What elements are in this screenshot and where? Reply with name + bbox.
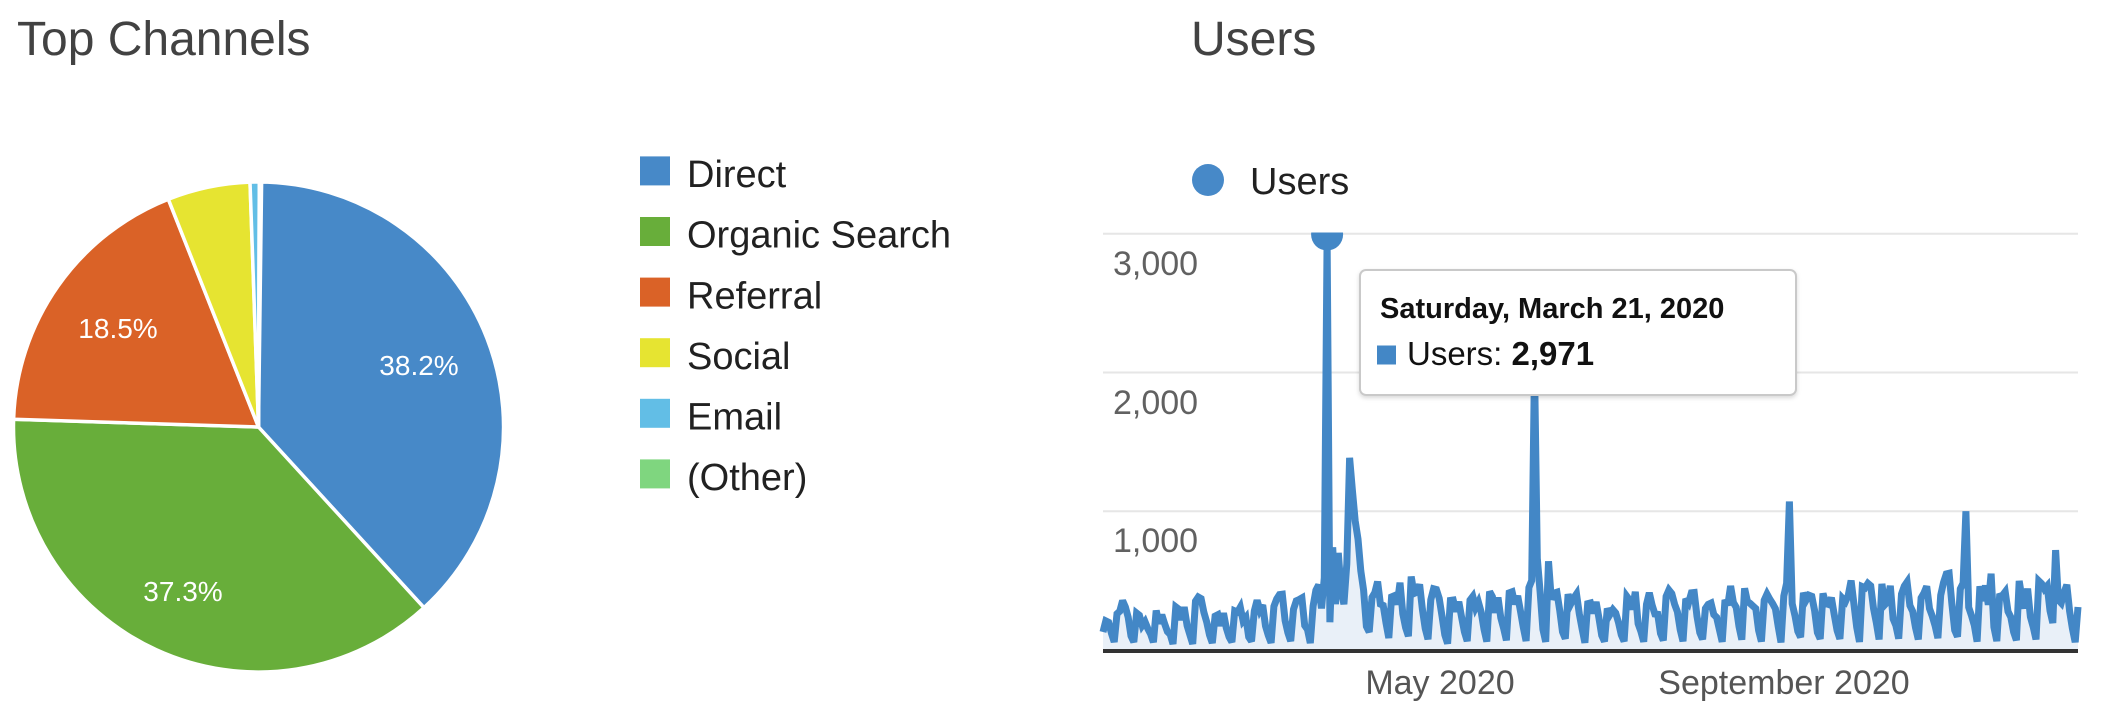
- svg-text:Referral: Referral: [687, 275, 822, 317]
- svg-text:(Other): (Other): [687, 457, 807, 499]
- svg-text:Top Channels: Top Channels: [17, 13, 311, 66]
- svg-text:Direct: Direct: [687, 154, 787, 196]
- svg-text:September 2020: September 2020: [1658, 664, 1909, 702]
- svg-text:38.2%: 38.2%: [379, 350, 458, 381]
- svg-text:May 2020: May 2020: [1365, 664, 1514, 702]
- svg-text:3,000: 3,000: [1113, 245, 1198, 283]
- svg-text:Social: Social: [687, 336, 791, 378]
- svg-text:Saturday, March 21, 2020: Saturday, March 21, 2020: [1380, 293, 1724, 325]
- svg-text:1,000: 1,000: [1113, 522, 1198, 560]
- svg-text:Organic Search: Organic Search: [687, 215, 951, 257]
- svg-text:18.5%: 18.5%: [78, 313, 157, 344]
- svg-text:Email: Email: [687, 397, 782, 439]
- svg-text:2,000: 2,000: [1113, 384, 1198, 422]
- svg-text:Users: 2,971: Users: 2,971: [1407, 335, 1594, 372]
- svg-text:Users: Users: [1191, 13, 1316, 66]
- svg-text:Users: Users: [1250, 161, 1349, 203]
- svg-text:37.3%: 37.3%: [143, 576, 222, 607]
